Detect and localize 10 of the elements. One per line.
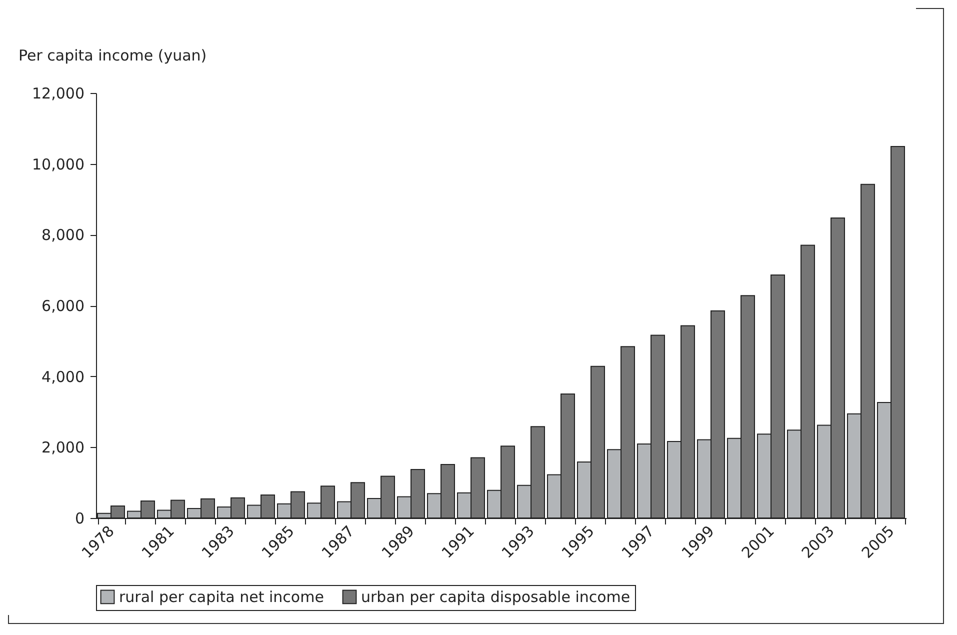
y-tick-label: 2,000 bbox=[42, 438, 84, 457]
y-tick-label: 0 bbox=[74, 510, 84, 528]
legend-label: rural per capita net income bbox=[119, 588, 324, 606]
y-tick-label: 4,000 bbox=[42, 368, 84, 386]
legend-label: urban per capita disposable income bbox=[361, 588, 630, 606]
y-tick-label: 12,000 bbox=[32, 84, 84, 102]
y-tick-label: 6,000 bbox=[42, 297, 84, 315]
y-tick-label: 8,000 bbox=[42, 226, 84, 244]
y-tick-label: 10,000 bbox=[32, 155, 84, 174]
y-axis-title: Per capita income (yuan) bbox=[18, 46, 207, 64]
